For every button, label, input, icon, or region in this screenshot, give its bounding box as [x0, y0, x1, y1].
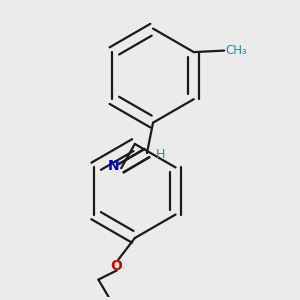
Text: N: N — [108, 159, 119, 173]
Text: O: O — [111, 259, 122, 273]
Text: H: H — [156, 148, 165, 161]
Text: CH₃: CH₃ — [226, 44, 247, 57]
